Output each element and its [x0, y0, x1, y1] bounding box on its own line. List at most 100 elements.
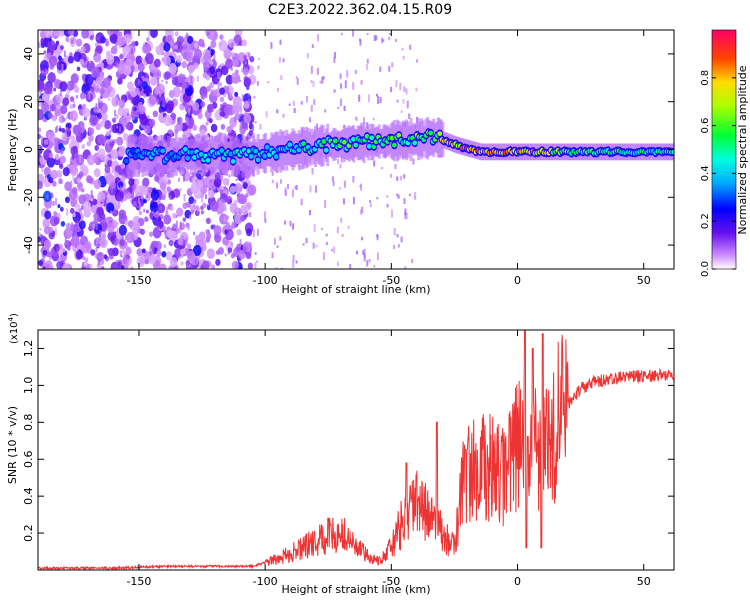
heatmap-speckle: [322, 252, 325, 261]
heatmap-speckle: [148, 30, 151, 37]
heatmap-speckle: [43, 82, 53, 95]
heatmap-speckle: [229, 185, 236, 194]
heatmap-speckle: [190, 76, 193, 83]
heatmap-speckle: [82, 151, 89, 159]
heatmap-speckle: [54, 227, 57, 236]
heatmap-speckle: [99, 230, 102, 238]
heatmap-speckle: [376, 197, 379, 200]
heatmap-speckle: [143, 93, 147, 98]
heatmap-speckle: [62, 167, 70, 177]
heatmap-speckle: [62, 97, 70, 107]
heatmap-speckle: [276, 245, 279, 248]
heatmap-speckle: [225, 221, 230, 228]
heatmap-speckle: [240, 108, 243, 117]
heatmap-speckle: [124, 192, 127, 198]
heatmap-speckle: [221, 196, 224, 204]
heatmap-speckle: [169, 206, 174, 211]
heatmap-speckle: [218, 39, 228, 52]
heatmap-speckle: [187, 35, 194, 44]
heatmap-speckle: [206, 248, 215, 260]
heatmap-ridge-cell: [301, 141, 306, 147]
heatmap-speckle: [119, 185, 122, 192]
heatmap-speckle: [339, 73, 342, 80]
heatmap-speckle: [92, 198, 98, 206]
heatmap-speckle: [225, 173, 228, 176]
heatmap-speckle: [243, 112, 252, 124]
heatmap-speckle: [352, 176, 355, 183]
heatmap-speckle: [126, 232, 135, 244]
heatmap-speckle: [53, 87, 57, 92]
heatmap-speckle: [50, 103, 56, 112]
heatmap-speckle: [257, 65, 260, 70]
heatmap-speckle: [75, 38, 83, 47]
heatmap-speckle: [363, 253, 366, 262]
heatmap-speckle: [235, 178, 238, 182]
heatmap-speckle: [159, 263, 167, 269]
heatmap-speckle: [116, 222, 119, 225]
heatmap-speckle: [192, 102, 200, 112]
heatmap-speckle: [354, 70, 357, 74]
heatmap-speckle: [396, 176, 399, 181]
heatmap-speckle: [403, 174, 406, 179]
heatmap-speckle: [202, 72, 208, 79]
heatmap-ridge-cell: [230, 158, 236, 164]
colorbar-gradient: [711, 29, 737, 270]
heatmap-speckle: [225, 215, 230, 220]
heatmap-speckle: [51, 114, 57, 122]
heatmap-speckle: [296, 78, 299, 85]
heatmap-speckle: [404, 208, 407, 216]
heatmap-speckle: [163, 55, 171, 66]
heatmap-speckle: [293, 108, 296, 114]
heatmap-speckle: [120, 162, 126, 169]
heatmap-speckle: [111, 247, 119, 257]
heatmap-speckle: [278, 57, 281, 63]
heatmap-halo: [232, 140, 236, 172]
heatmap-speckle: [236, 228, 242, 236]
heatmap-speckle: [406, 100, 409, 109]
heatmap-speckle: [114, 122, 123, 134]
heatmap-speckle: [118, 145, 127, 157]
heatmap-speckle: [233, 98, 239, 105]
colorbar-tick-label: 0.6: [700, 118, 711, 134]
heatmap-ridge-cell: [341, 139, 347, 145]
heatmap-speckle: [78, 186, 83, 192]
heatmap-speckle: [275, 267, 278, 269]
heatmap-speckle: [126, 259, 129, 268]
heatmap-speckle: [244, 246, 247, 254]
heatmap-speckle: [91, 195, 94, 200]
snr-frame: [37, 329, 675, 571]
heatmap-speckle: [88, 61, 91, 64]
heatmap-speckle: [113, 109, 116, 116]
heatmap-speckle: [63, 50, 66, 57]
heatmap-speckle: [286, 183, 289, 189]
heatmap-speckle: [239, 79, 242, 82]
heatmap-speckle: [184, 131, 189, 138]
heatmap-speckle: [62, 262, 71, 269]
heatmap-speckle: [247, 262, 254, 269]
heatmap-speckle: [38, 108, 45, 121]
heatmap-speckle: [76, 177, 81, 184]
heatmap-speckle: [398, 244, 401, 248]
heatmap-halo: [126, 139, 130, 174]
heatmap-speckle: [43, 138, 49, 146]
heatmap-speckle: [369, 203, 372, 208]
heatmap-speckle: [94, 239, 97, 246]
heatmap-speckle: [185, 237, 188, 246]
heatmap-speckle: [206, 103, 215, 113]
heatmap-speckle: [140, 228, 146, 235]
heatmap-speckle: [167, 178, 170, 185]
heatmap-speckle: [361, 236, 364, 241]
heatmap-speckle: [112, 231, 117, 236]
heatmap-speckle: [159, 182, 167, 191]
heatmap-speckle: [243, 76, 252, 87]
heatmap-speckle: [182, 101, 187, 107]
heatmap-speckle: [52, 141, 57, 147]
heatmap-speckle: [117, 63, 126, 75]
heatmap-speckle: [84, 241, 92, 250]
heatmap-speckle: [60, 62, 67, 71]
heatmap-speckle: [220, 123, 226, 130]
heatmap-speckle: [414, 191, 417, 200]
heatmap-speckle: [124, 234, 127, 241]
heatmap-speckle: [97, 191, 106, 203]
heatmap-speckle: [82, 256, 85, 260]
